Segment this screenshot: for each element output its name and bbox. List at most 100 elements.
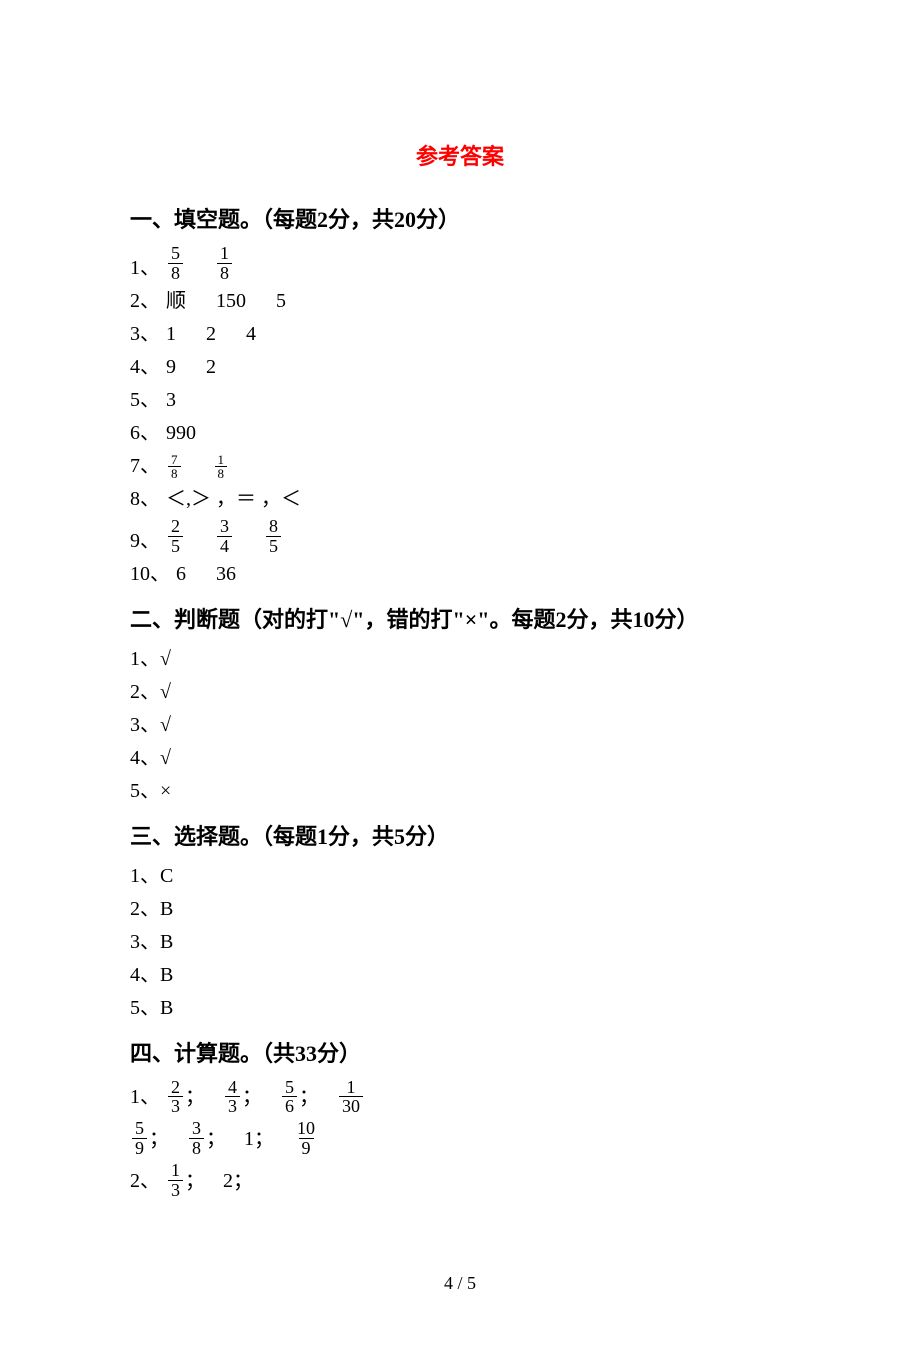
sep: ； [185, 1166, 205, 1196]
fraction: 4 3 [225, 1078, 240, 1117]
answer-text: 2 [206, 319, 216, 349]
frac-num: 10 [294, 1119, 318, 1138]
frac-den: 9 [299, 1138, 314, 1158]
fraction: 5 8 [168, 244, 183, 283]
answer-text: 150 [216, 286, 246, 316]
frac-num: 2 [168, 1078, 183, 1097]
section-1-heading: 一、填空题。（每题2分，共20分） [130, 203, 790, 236]
frac-num: 3 [217, 517, 232, 536]
s2-q2: 2、√ [130, 677, 790, 707]
frac-den: 4 [217, 536, 232, 556]
answer-text: 顺 [166, 286, 186, 316]
fraction: 3 8 [189, 1119, 204, 1158]
sep: ； [206, 1124, 226, 1154]
page-title: 参考答案 [130, 140, 790, 173]
frac-den: 6 [282, 1096, 297, 1116]
fraction: 2 5 [168, 517, 183, 556]
s1-q2: 2、 顺 150 5 [130, 286, 790, 316]
s3-q4: 4、B [130, 960, 790, 990]
s1-q4: 4、 9 2 [130, 352, 790, 382]
sep: ； [242, 1082, 262, 1112]
s3-q5: 5、B [130, 993, 790, 1023]
page-content: 参考答案 一、填空题。（每题2分，共20分） 1、 5 8 1 8 2、 顺 1… [0, 0, 920, 1357]
q-label: 1、 [130, 1082, 160, 1112]
page-number: 4 / 5 [130, 1270, 790, 1297]
frac-den: 8 [168, 466, 181, 481]
section-2-heading: 二、判断题（对的打"√"，错的打"×"。每题2分，共10分） [130, 603, 790, 636]
section-4-heading: 四、计算题。（共33分） [130, 1037, 790, 1070]
fraction: 5 9 [132, 1119, 147, 1158]
q-label: 7、 [130, 451, 160, 481]
s1-q8: 8、 ＜,＞ ，＝ ，＜ [130, 484, 790, 514]
frac-num: 7 [168, 453, 181, 467]
s1-q1: 1、 5 8 1 8 [130, 244, 790, 283]
s2-q1: 1、√ [130, 644, 790, 674]
fraction: 2 3 [168, 1078, 183, 1117]
frac-num: 1 [344, 1078, 359, 1097]
sep: ； [149, 1124, 169, 1154]
answer-text: 1； [244, 1124, 274, 1154]
answer-text: 990 [166, 418, 196, 448]
frac-num: 1 [215, 453, 228, 467]
s1-q3: 3、 1 2 4 [130, 319, 790, 349]
frac-den: 8 [215, 466, 228, 481]
s2-q5: 5、× [130, 776, 790, 806]
frac-den: 3 [225, 1096, 240, 1116]
s2-q4: 4、√ [130, 743, 790, 773]
answer-text: 2 [206, 352, 216, 382]
fraction: 1 8 [215, 453, 228, 481]
s1-q6: 6、 990 [130, 418, 790, 448]
frac-den: 8 [217, 263, 232, 283]
s4-q2: 2、 1 3 ； 2； [130, 1161, 790, 1200]
s1-q5: 5、 3 [130, 385, 790, 415]
q-label: 5、 [130, 385, 160, 415]
frac-num: 5 [282, 1078, 297, 1097]
answer-text: 1 [166, 319, 176, 349]
answer-text: 4 [246, 319, 256, 349]
frac-num: 3 [189, 1119, 204, 1138]
frac-num: 2 [168, 517, 183, 536]
q-label: 8、 [130, 484, 160, 514]
s2-q3: 3、√ [130, 710, 790, 740]
q-label: 2、 [130, 1166, 160, 1196]
fraction: 5 6 [282, 1078, 297, 1117]
frac-den: 5 [266, 536, 281, 556]
fraction: 3 4 [217, 517, 232, 556]
q-label: 3、 [130, 319, 160, 349]
frac-num: 5 [168, 244, 183, 263]
frac-den: 30 [339, 1096, 363, 1116]
s1-q1-label: 1、 [130, 253, 160, 283]
q-label: 2、 [130, 286, 160, 316]
fraction: 1 30 [339, 1078, 363, 1117]
q-label: 9、 [130, 526, 160, 556]
answer-text: 5 [276, 286, 286, 316]
answer-text: 36 [216, 559, 236, 589]
s1-q7: 7、 7 8 1 8 [130, 451, 790, 481]
frac-num: 5 [132, 1119, 147, 1138]
s3-q2: 2、B [130, 894, 790, 924]
fraction: 10 9 [294, 1119, 318, 1158]
s3-q3: 3、B [130, 927, 790, 957]
frac-den: 3 [168, 1180, 183, 1200]
s4-q1-row2: 5 9 ； 3 8 ； 1； 10 9 [130, 1119, 790, 1158]
q-label: 6、 [130, 418, 160, 448]
frac-num: 4 [225, 1078, 240, 1097]
answer-text: 6 [176, 559, 186, 589]
frac-num: 8 [266, 517, 281, 536]
answer-text: ＜,＞ ，＝ ，＜ [166, 484, 301, 514]
sep: ； [299, 1082, 319, 1112]
s4-q1-row1: 1、 2 3 ； 4 3 ； 5 6 ； 1 30 [130, 1078, 790, 1117]
s1-q10: 10、 6 36 [130, 559, 790, 589]
frac-num: 1 [168, 1161, 183, 1180]
s1-q9: 9、 2 5 3 4 8 5 [130, 517, 790, 556]
fraction: 1 8 [217, 244, 232, 283]
fraction: 8 5 [266, 517, 281, 556]
q-label: 10、 [130, 559, 170, 589]
frac-den: 8 [189, 1138, 204, 1158]
section-3-heading: 三、选择题。（每题1分，共5分） [130, 820, 790, 853]
answer-text: 3 [166, 385, 176, 415]
frac-den: 3 [168, 1096, 183, 1116]
frac-den: 5 [168, 536, 183, 556]
fraction: 7 8 [168, 453, 181, 481]
frac-num: 1 [217, 244, 232, 263]
